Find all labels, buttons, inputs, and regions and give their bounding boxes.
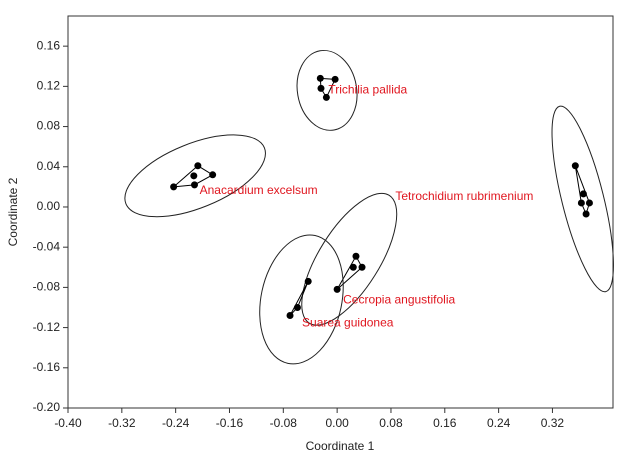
point bbox=[352, 252, 360, 260]
point bbox=[585, 199, 593, 207]
point bbox=[358, 263, 366, 271]
y-tick-label: -0.20 bbox=[33, 400, 61, 414]
y-tick-label: -0.04 bbox=[33, 239, 61, 253]
confidence-ellipse bbox=[296, 49, 358, 131]
point bbox=[577, 199, 585, 207]
series-label: Tetrochidium rubrimenium bbox=[395, 189, 533, 203]
point bbox=[579, 190, 587, 198]
y-tick-label: 0.12 bbox=[37, 79, 61, 93]
point bbox=[170, 183, 178, 191]
hull bbox=[336, 255, 363, 290]
y-tick-label: 0.04 bbox=[37, 159, 61, 173]
x-tick-label: 0.24 bbox=[487, 416, 511, 430]
y-tick-label: -0.08 bbox=[33, 280, 61, 294]
y-tick-label: -0.16 bbox=[33, 360, 61, 374]
series-label: Cecropia angustifolia bbox=[343, 293, 455, 307]
point bbox=[190, 181, 198, 189]
series-label: Suarea guidonea bbox=[302, 316, 394, 330]
x-tick-label: -0.24 bbox=[162, 416, 190, 430]
point bbox=[349, 263, 357, 271]
series-label: Trichilia pallida bbox=[328, 82, 407, 96]
x-tick-label: -0.32 bbox=[108, 416, 136, 430]
x-axis-title: Coordinate 1 bbox=[306, 439, 375, 453]
point bbox=[316, 74, 324, 82]
confidence-ellipse bbox=[124, 134, 266, 218]
series-label: Anacardium excelsum bbox=[200, 183, 318, 197]
point bbox=[333, 285, 341, 293]
confidence-ellipse bbox=[301, 192, 398, 326]
x-tick-label: 0.16 bbox=[433, 416, 457, 430]
y-tick-label: 0.08 bbox=[37, 119, 61, 133]
point bbox=[322, 93, 330, 101]
point bbox=[209, 171, 217, 179]
hull bbox=[289, 281, 309, 316]
y-axis-title: Coordinate 2 bbox=[6, 177, 20, 246]
x-tick-label: 0.08 bbox=[379, 416, 403, 430]
point bbox=[304, 277, 312, 285]
x-tick-label: -0.40 bbox=[54, 416, 82, 430]
y-tick-label: 0.00 bbox=[37, 199, 61, 213]
x-tick-label: 0.32 bbox=[541, 416, 565, 430]
confidence-ellipse bbox=[551, 105, 614, 293]
point bbox=[286, 312, 294, 320]
plot-frame bbox=[67, 15, 614, 409]
point bbox=[194, 162, 202, 170]
x-tick-label: -0.16 bbox=[216, 416, 244, 430]
point bbox=[293, 303, 301, 311]
point bbox=[571, 162, 579, 170]
point bbox=[582, 210, 590, 218]
point bbox=[331, 75, 339, 83]
point bbox=[317, 84, 325, 92]
hull bbox=[574, 165, 590, 216]
y-tick-label: 0.16 bbox=[37, 38, 61, 52]
x-tick-label: 0.00 bbox=[325, 416, 349, 430]
point bbox=[190, 172, 198, 180]
x-tick-label: -0.08 bbox=[270, 416, 298, 430]
y-tick-label: -0.12 bbox=[33, 320, 61, 334]
confidence-ellipse bbox=[259, 234, 344, 365]
